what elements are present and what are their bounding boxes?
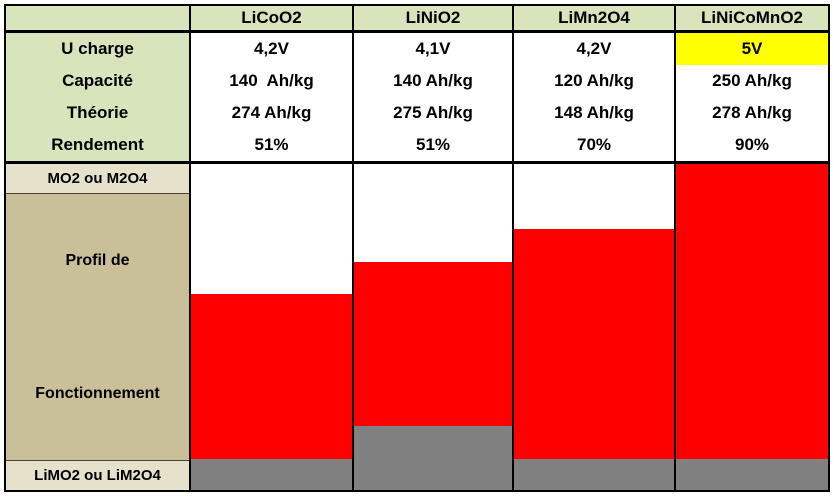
cell-rendement-linio2: 51% — [415, 135, 451, 154]
cell-rendement-limn2o4: 70% — [576, 135, 612, 154]
bar-column-limn2o4 — [512, 164, 674, 490]
bar-segment — [191, 164, 352, 295]
cell-theorie-linio2: 275 Ah/kg — [393, 103, 473, 122]
cell-theorie-linicomno2: 278 Ah/kg — [712, 103, 792, 122]
label-mo2-ou-m2o4: MO2 ou M2O4 — [6, 164, 189, 194]
bar-segment — [191, 294, 352, 460]
label-profil-de: Profil de — [65, 251, 130, 269]
stats-column-limn2o4: 4,2V 120 Ah/kg 148 Ah/kg 70% — [512, 33, 674, 161]
cell-capacite-linio2: 140 Ah/kg — [393, 71, 473, 90]
bar-segment — [354, 426, 512, 490]
cell-theorie-licoo2: 274 Ah/kg — [231, 103, 312, 122]
row-label-rendement: Rendement — [51, 135, 144, 154]
bar-column-linio2 — [352, 164, 512, 490]
cell-rendement-linicomno2: 90% — [734, 135, 770, 154]
stats-row-labels: U charge Capacité Théorie Rendement — [6, 33, 189, 161]
row-label-theorie: Théorie — [66, 103, 129, 122]
profile-chart-section: MO2 ou M2O4 Profil de Fonctionnement LiM… — [6, 164, 828, 490]
cell-capacite-limn2o4: 120 Ah/kg — [554, 71, 634, 90]
cell-u-charge-linio2: 4,1V — [415, 39, 451, 58]
column-header-limn2o4: LiMn2O4 — [512, 6, 674, 30]
row-label-u-charge: U charge — [61, 39, 134, 58]
column-header-linicomno2: LiNiCoMnO2 — [674, 6, 828, 30]
column-header-linio2: LiNiO2 — [352, 6, 512, 30]
corner-cell — [6, 6, 189, 30]
bar-segment — [514, 459, 674, 490]
bar-column-licoo2 — [189, 164, 352, 490]
cell-capacite-linicomno2: 250 Ah/kg — [712, 71, 792, 90]
bar-column-linicomno2 — [674, 164, 828, 490]
bar-segment — [676, 164, 828, 460]
bar-segment — [354, 164, 512, 262]
chart-left-labels: MO2 ou M2O4 Profil de Fonctionnement LiM… — [6, 164, 189, 490]
row-label-capacite: Capacité — [62, 71, 133, 90]
bar-segment — [191, 459, 352, 490]
label-fonctionnement: Fonctionnement — [35, 384, 160, 402]
stats-column-linio2: 4,1V 140 Ah/kg 275 Ah/kg 51% — [352, 33, 512, 161]
bar-segment — [354, 261, 512, 427]
label-limo2-ou-lim2o4: LiMO2 ou LiM2O4 — [6, 460, 189, 490]
battery-comparison-table: LiCoO2 LiNiO2 LiMn2O4 LiNiCoMnO2 U charg… — [4, 4, 830, 492]
header-row: LiCoO2 LiNiO2 LiMn2O4 LiNiCoMnO2 — [6, 6, 828, 33]
bar-segment — [514, 164, 674, 230]
stats-section: U charge Capacité Théorie Rendement 4,2V… — [6, 33, 828, 164]
cell-theorie-limn2o4: 148 Ah/kg — [554, 103, 634, 122]
label-profil-de-fonctionnement: Profil de Fonctionnement — [6, 194, 189, 460]
bar-segment — [676, 459, 828, 490]
cell-u-charge-linicomno2-highlighted: 5V — [676, 33, 828, 65]
cell-u-charge-licoo2: 4,2V — [254, 39, 289, 58]
column-header-licoo2: LiCoO2 — [189, 6, 352, 30]
cell-capacite-licoo2: 140 Ah/kg — [229, 71, 314, 90]
bar-segment — [514, 229, 674, 460]
stats-column-licoo2: 4,2V 140 Ah/kg 274 Ah/kg 51% — [189, 33, 352, 161]
cell-rendement-licoo2: 51% — [254, 135, 289, 154]
stats-column-linicomno2: 5V 250 Ah/kg 278 Ah/kg 90% — [674, 33, 828, 161]
cell-u-charge-limn2o4: 4,2V — [576, 39, 612, 58]
